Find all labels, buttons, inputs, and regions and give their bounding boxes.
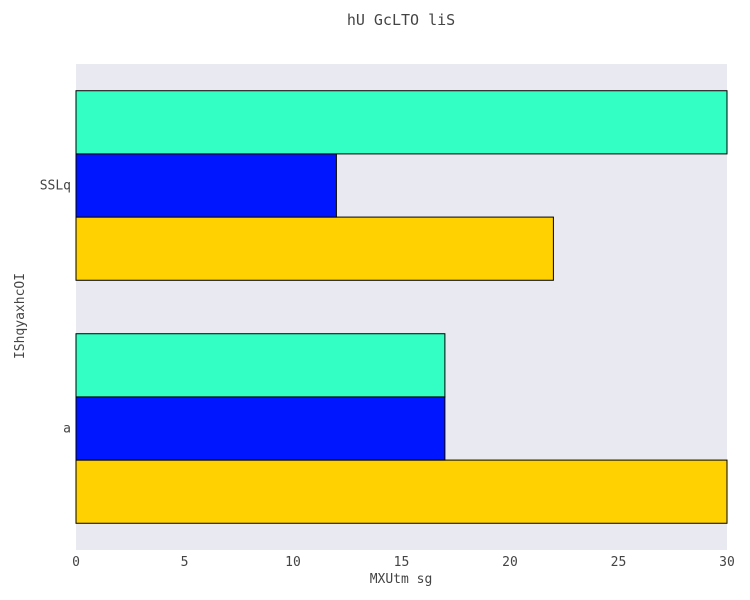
x-tick-label: 5 [181,555,189,570]
ticks-layer: a SSLq 0 5 10 15 20 25 30 [40,179,735,571]
x-tick-label: 20 [502,555,518,570]
x-tick-label: 0 [72,555,80,570]
chart-title: hU GcLTO liS [347,11,455,29]
bar-SSLq-series-2 [75,90,728,155]
bar-a-series-1 [75,396,446,461]
x-tick-label: 15 [394,555,410,570]
x-tick-label: 10 [285,555,301,570]
bar-SSLq-series-1 [75,153,337,218]
bar-SSLq-series-0 [75,216,554,281]
x-tick-label: 30 [719,555,735,570]
bar-a-series-0 [75,459,728,524]
bar-a-series-2 [75,333,446,398]
x-axis-title: MXUtm sg [370,572,433,587]
bars-layer [75,90,728,524]
y-tick-label: a [63,422,71,437]
x-tick-label: 25 [611,555,627,570]
y-axis-title: IShqyaxhcOI [13,273,28,359]
y-tick-label: SSLq [40,179,71,194]
